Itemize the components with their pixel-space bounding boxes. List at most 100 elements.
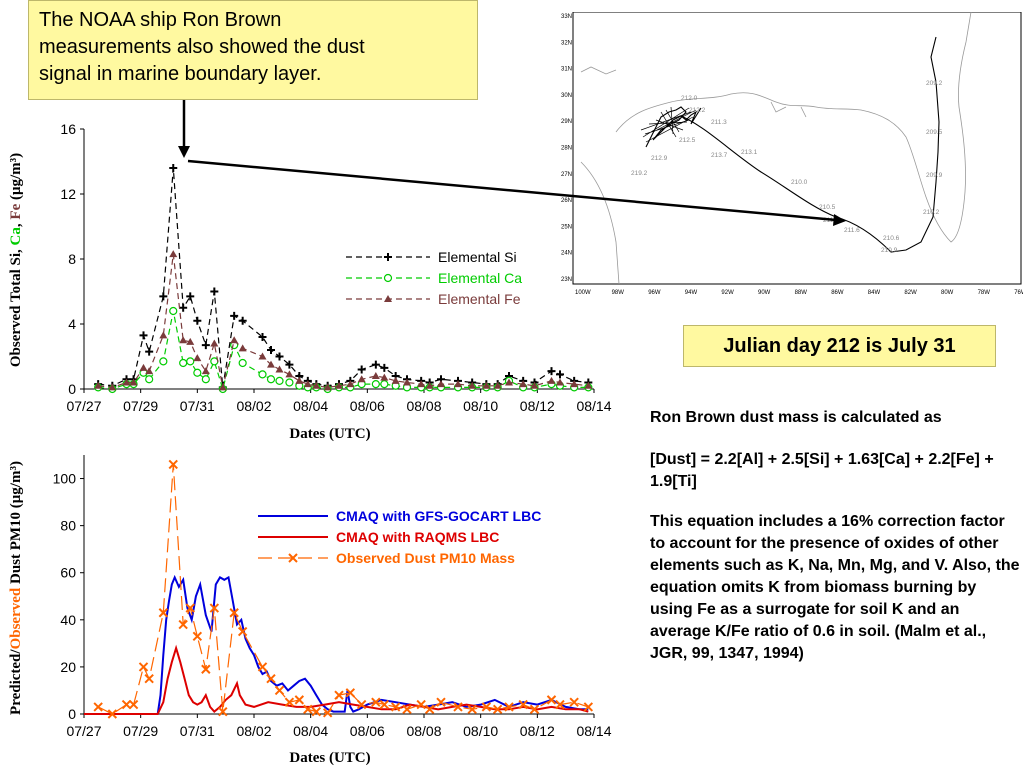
data-point xyxy=(179,358,188,368)
bottom-ylabel-observed: Observed xyxy=(8,587,24,649)
ship-track-cluster xyxy=(640,106,697,143)
data-point xyxy=(169,164,178,172)
data-point xyxy=(238,344,247,352)
data-point xyxy=(138,662,149,672)
legend-marker xyxy=(384,295,392,302)
y-tick-label: 0 xyxy=(68,381,76,397)
data-point xyxy=(380,380,389,389)
data-point xyxy=(371,380,380,389)
map-day-label: 212.2 xyxy=(689,107,706,114)
data-point xyxy=(519,380,528,388)
data-point xyxy=(493,381,502,389)
data-point xyxy=(238,316,247,325)
data-point xyxy=(185,603,195,613)
bottom-xlabel: Dates (UTC) xyxy=(289,750,370,766)
data-point xyxy=(518,699,528,710)
legend-label: Elemental Si xyxy=(438,249,517,265)
data-point xyxy=(482,381,491,389)
map-lon-label: 92W xyxy=(721,290,734,296)
x-tick-label: 08/04 xyxy=(293,398,328,414)
data-point xyxy=(179,303,188,312)
data-point xyxy=(555,699,565,710)
data-point xyxy=(569,697,579,707)
y-tick-label: 40 xyxy=(60,612,76,628)
data-point xyxy=(159,357,168,366)
data-point xyxy=(108,383,117,391)
callout-arrowhead-map xyxy=(833,214,846,226)
x-tick-label: 08/14 xyxy=(576,398,611,414)
x-tick-label: 08/04 xyxy=(293,723,328,739)
data-point xyxy=(425,381,434,389)
data-point xyxy=(168,459,178,470)
data-point xyxy=(584,381,593,389)
x-tick-label: 08/06 xyxy=(350,723,385,739)
legend-marker xyxy=(384,253,392,261)
top-xlabel: Dates (UTC) xyxy=(289,426,370,442)
top-chart: 0 4 8 12 16 07/27 07/29 07/31 08/02 08/04 08/06 08/… xyxy=(60,121,611,414)
y-tick-label: 60 xyxy=(60,565,76,581)
data-point xyxy=(230,336,239,344)
map-lon-label: 82W xyxy=(904,290,917,296)
data-point xyxy=(284,697,295,707)
map-lat-label: 32N xyxy=(561,40,572,46)
top-ylabel: Observed Total Si, Ca, Fe (μg/m³) xyxy=(8,153,24,367)
x-tick-label: 08/08 xyxy=(406,723,441,739)
data-point xyxy=(529,704,540,714)
data-point xyxy=(424,704,435,714)
data-point xyxy=(303,380,312,388)
data-point xyxy=(178,619,188,630)
legend-marker xyxy=(288,553,298,563)
data-point xyxy=(158,608,169,618)
data-point xyxy=(192,631,203,642)
map-day-label: 213.7 xyxy=(711,152,728,159)
data-point xyxy=(294,695,305,705)
data-point xyxy=(371,697,381,707)
data-point xyxy=(390,702,401,712)
data-point xyxy=(257,662,268,672)
top-ylabel-fe: Fe xyxy=(8,203,24,219)
notes-explanation: This equation includes a 16% correction … xyxy=(650,513,1020,662)
bottom-ylabel-unit: Dust PM10 (μg/m³) xyxy=(8,461,24,588)
data-point xyxy=(556,370,564,379)
data-point xyxy=(107,709,118,719)
top-ylabel-part1: Observed Total Si, xyxy=(8,245,24,367)
callout-line-2: measurements also showed the dust xyxy=(39,36,365,58)
data-point xyxy=(218,383,227,391)
data-point xyxy=(266,673,276,684)
data-point xyxy=(237,626,248,637)
map-day-label: 210.9 xyxy=(881,247,898,254)
map-lat-label: 25N xyxy=(561,224,572,230)
data-point xyxy=(186,292,195,301)
data-point xyxy=(121,699,132,710)
x-tick-label: 08/02 xyxy=(236,723,271,739)
data-point xyxy=(556,378,564,386)
data-point xyxy=(145,347,154,356)
map-lat-label: 26N xyxy=(561,198,572,204)
x-tick-label: 08/06 xyxy=(350,398,385,414)
data-point xyxy=(402,704,412,714)
map-day-label: 212.0 xyxy=(681,95,698,102)
data-point xyxy=(492,704,503,714)
series-line-1 xyxy=(98,310,589,392)
data-point xyxy=(210,287,219,296)
data-point xyxy=(218,706,228,717)
data-point xyxy=(303,704,313,714)
legend-label: CMAQ with GFS-GOCART LBC xyxy=(336,508,541,524)
x-tick-label: 08/08 xyxy=(406,398,441,414)
data-point xyxy=(275,352,284,361)
y-tick-label: 100 xyxy=(53,471,77,487)
callout-arrow-map xyxy=(187,159,837,222)
data-point xyxy=(285,360,294,369)
data-point xyxy=(267,346,275,354)
data-point xyxy=(128,699,139,710)
data-point xyxy=(356,699,367,710)
bottom-ylabel-part1: Predicted/ xyxy=(8,649,24,715)
bottom-chart: 0 20 40 60 80 100 07/27 07/29 07/31 08/02 08/04 08/… xyxy=(53,455,612,739)
map-lon-label: 76W xyxy=(1014,290,1023,296)
top-ylabel-unit: (μg/m³) xyxy=(8,153,24,204)
data-point xyxy=(193,368,202,377)
top-ylabel-ca: Ca xyxy=(8,227,24,246)
map-lat-label: 23N xyxy=(561,277,572,283)
y-tick-label: 4 xyxy=(68,316,76,332)
map-day-label: 210.6 xyxy=(883,235,900,242)
